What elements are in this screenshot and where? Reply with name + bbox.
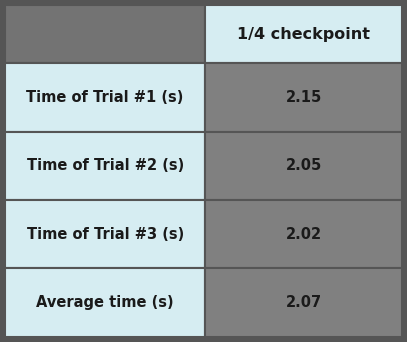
Bar	[5, 63, 206, 132]
Text: 2.15: 2.15	[286, 90, 322, 105]
Bar	[206, 200, 402, 268]
Text: Time of Trial #2 (s): Time of Trial #2 (s)	[26, 158, 184, 173]
Text: 2.02: 2.02	[286, 227, 322, 242]
Bar	[206, 63, 402, 132]
Bar	[5, 132, 206, 200]
Text: 2.07: 2.07	[286, 295, 322, 310]
Bar	[206, 5, 402, 63]
Bar	[206, 268, 402, 337]
Text: 1/4 checkpoint: 1/4 checkpoint	[237, 27, 370, 42]
Bar	[5, 268, 206, 337]
Bar	[5, 5, 206, 63]
Bar	[5, 200, 206, 268]
Text: Average time (s): Average time (s)	[36, 295, 174, 310]
Text: Time of Trial #1 (s): Time of Trial #1 (s)	[26, 90, 184, 105]
Text: 2.05: 2.05	[286, 158, 322, 173]
Bar	[206, 132, 402, 200]
Text: Time of Trial #3 (s): Time of Trial #3 (s)	[26, 227, 184, 242]
